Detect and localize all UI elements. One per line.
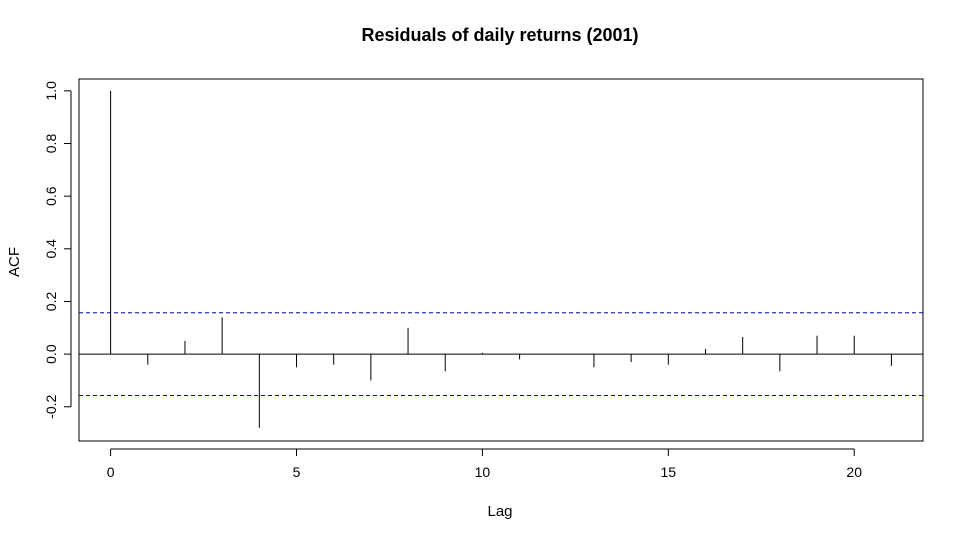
- y-tick-label-5: 0.8: [43, 134, 59, 154]
- y-tick-label-2: 0.2: [43, 292, 59, 312]
- plot-area: 0 5 10 15 20 -0.2 0.0 0.2 0.4 0.6 0.8 1.0: [43, 78, 924, 480]
- x-axis-label: Lag: [487, 503, 512, 520]
- x-tick-label-15: 15: [661, 464, 677, 480]
- x-tick-label-20: 20: [846, 464, 862, 480]
- plot-frame: [78, 78, 924, 442]
- y-tick-label-3: 0.4: [43, 239, 59, 259]
- x-tick-label-5: 5: [293, 464, 301, 480]
- y-tick-label-6: 1.0: [43, 81, 59, 101]
- y-tick-label-4: 0.6: [43, 186, 59, 206]
- chart-title: Residuals of daily returns (2001): [361, 25, 638, 45]
- x-tick-label-0: 0: [107, 464, 115, 480]
- y-axis-label: ACF: [6, 247, 23, 277]
- y-tick-label-0: -0.2: [43, 394, 59, 418]
- x-tick-label-10: 10: [475, 464, 491, 480]
- y-tick-label-1: 0.0: [43, 344, 59, 364]
